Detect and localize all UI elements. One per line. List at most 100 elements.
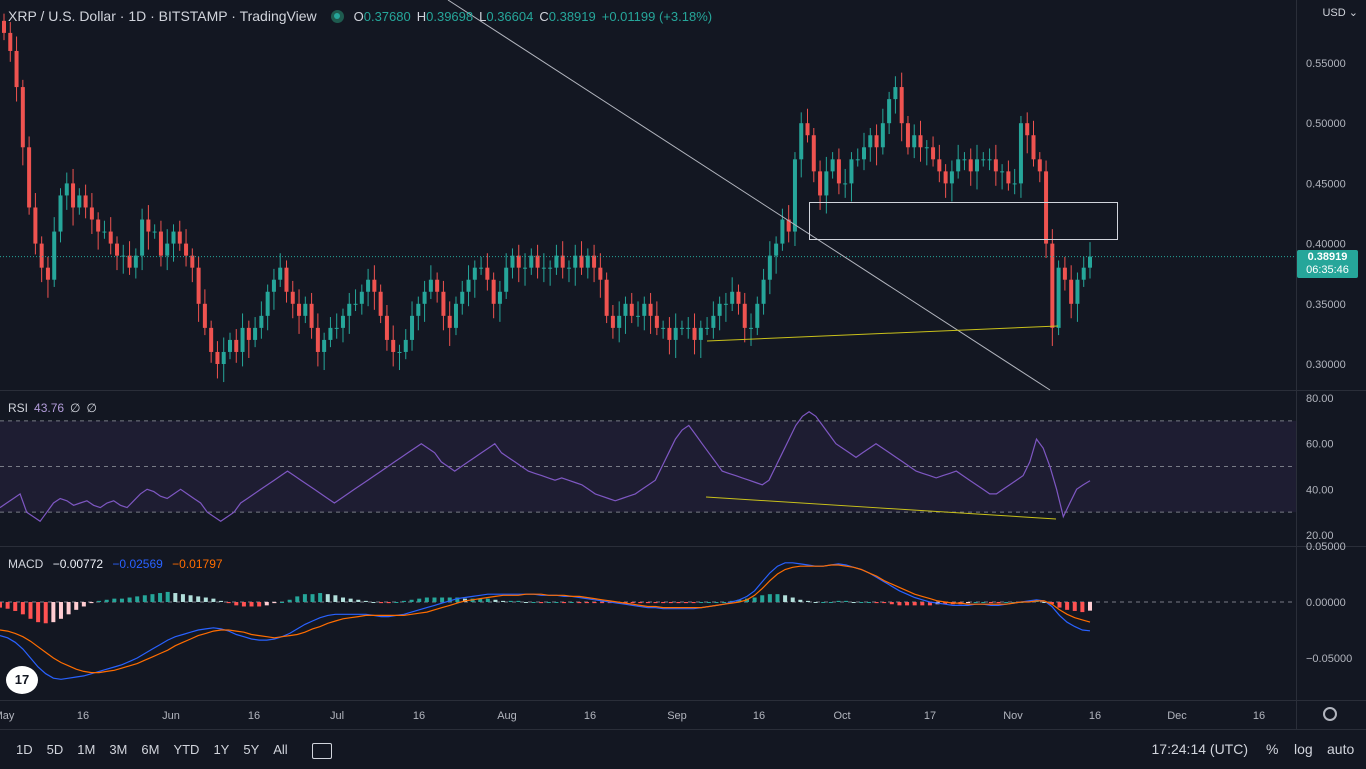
time-tick-label: Aug	[497, 710, 517, 722]
candle	[447, 315, 452, 328]
candle	[297, 303, 302, 316]
macd-histogram-bar	[280, 602, 285, 603]
symbol-title[interactable]: XRP / U.S. Dollar · 1D · BITSTAMP · Trad…	[8, 8, 317, 24]
macd-histogram-bar	[874, 602, 879, 604]
candle	[71, 183, 76, 208]
candle	[334, 327, 339, 329]
candle	[284, 267, 289, 292]
range-5d[interactable]: 5D	[46, 742, 64, 757]
open-value: 0.37680	[363, 8, 411, 24]
candle	[836, 159, 841, 184]
macd-histogram-bar	[333, 595, 338, 602]
date-range-icon[interactable]	[311, 742, 332, 759]
candle	[114, 243, 119, 256]
candle	[378, 291, 383, 316]
candle	[899, 87, 904, 124]
macd-histogram-bar	[828, 602, 833, 603]
macd-histogram-bar	[28, 602, 33, 619]
candle	[58, 195, 63, 232]
rsi-tick-label: 20.00	[1306, 530, 1334, 542]
macd-histogram-bar	[798, 599, 803, 602]
time-tick-label: Sep	[667, 710, 687, 722]
tradingview-logo[interactable]: 17	[6, 666, 38, 694]
candle	[1031, 135, 1036, 160]
range-all[interactable]: All	[273, 742, 288, 757]
candle	[592, 255, 597, 268]
macd-histogram-bar	[1088, 602, 1092, 611]
macd-legend[interactable]: MACD −0.00772 −0.02569 −0.01797	[8, 557, 223, 571]
range-1y[interactable]: 1Y	[213, 742, 230, 757]
candle	[221, 351, 226, 364]
macd-histogram-bar	[905, 602, 910, 606]
range-1d[interactable]: 1D	[16, 742, 33, 757]
macd-histogram-bar	[36, 602, 41, 623]
macd-histogram-bar	[1080, 602, 1085, 613]
candle	[265, 291, 270, 316]
macd-histogram-bar	[401, 600, 406, 602]
time-tick-label: 16	[753, 710, 765, 722]
macd-histogram-bar	[508, 600, 513, 602]
macd-histogram-bar	[752, 597, 757, 602]
range-3m[interactable]: 3M	[109, 742, 128, 757]
macd-histogram-bar	[219, 600, 224, 602]
clock-time[interactable]: 17:24:14 (UTC)	[1151, 741, 1248, 757]
candle	[271, 279, 276, 292]
rsi-tick-label: 40.00	[1306, 484, 1334, 496]
candle	[1062, 267, 1067, 280]
candle	[1081, 267, 1086, 280]
macd-histogram-bar	[119, 598, 124, 602]
range-5y[interactable]: 5Y	[243, 742, 260, 757]
candle	[190, 255, 195, 268]
candle	[962, 159, 967, 161]
macd-histogram-bar	[325, 594, 330, 602]
gear-icon[interactable]	[1323, 707, 1337, 721]
candle	[749, 327, 754, 329]
macd-histogram-bar	[165, 591, 170, 602]
log-toggle[interactable]: log	[1294, 741, 1313, 757]
macd-histogram-bar	[996, 602, 1001, 604]
candle	[410, 315, 415, 340]
macd-histogram-bar	[531, 602, 536, 603]
rsi-divergence-line	[705, 496, 1057, 520]
chevron-down-icon: ⌄	[1348, 7, 1358, 19]
candle	[736, 291, 741, 304]
macd-histogram-bar	[51, 602, 56, 623]
time-tick-label: May	[0, 710, 15, 722]
macd-histogram-bar	[539, 602, 544, 604]
time-tick-label: Nov	[1003, 710, 1023, 722]
candle	[717, 303, 722, 316]
macd-histogram-bar	[714, 602, 719, 603]
candle	[560, 255, 565, 268]
candle	[661, 327, 666, 329]
candle	[340, 315, 345, 328]
percent-toggle[interactable]: %	[1266, 741, 1279, 757]
candle	[177, 231, 182, 244]
candle	[705, 327, 710, 329]
macd-hist-value: −0.00772	[52, 557, 104, 571]
candle	[554, 255, 559, 268]
candle	[924, 147, 929, 149]
candle	[453, 303, 458, 328]
candle	[679, 327, 684, 329]
last-price-tag: 0.38919 06:35:46	[1297, 250, 1358, 278]
range-6m[interactable]: 6M	[141, 742, 160, 757]
currency-selector[interactable]: USD ⌄	[1322, 6, 1358, 19]
macd-histogram-bar	[379, 602, 384, 604]
macd-histogram-bar	[20, 602, 25, 615]
candle	[435, 279, 440, 292]
rsi-legend[interactable]: RSI 43.76 ∅ ∅	[8, 401, 97, 415]
macd-histogram-bar	[81, 602, 86, 607]
candle	[667, 327, 672, 340]
time-tick-label: 16	[248, 710, 260, 722]
auto-toggle[interactable]: auto	[1327, 741, 1355, 757]
resistance-box	[809, 202, 1118, 240]
range-1m[interactable]: 1M	[77, 742, 96, 757]
macd-histogram-bar	[74, 602, 79, 610]
range-ytd[interactable]: YTD	[173, 742, 200, 757]
macd-histogram-bar	[341, 597, 346, 602]
candle	[472, 267, 477, 280]
candle	[623, 303, 628, 316]
macd-histogram-bar	[981, 602, 986, 603]
candle	[246, 327, 251, 340]
